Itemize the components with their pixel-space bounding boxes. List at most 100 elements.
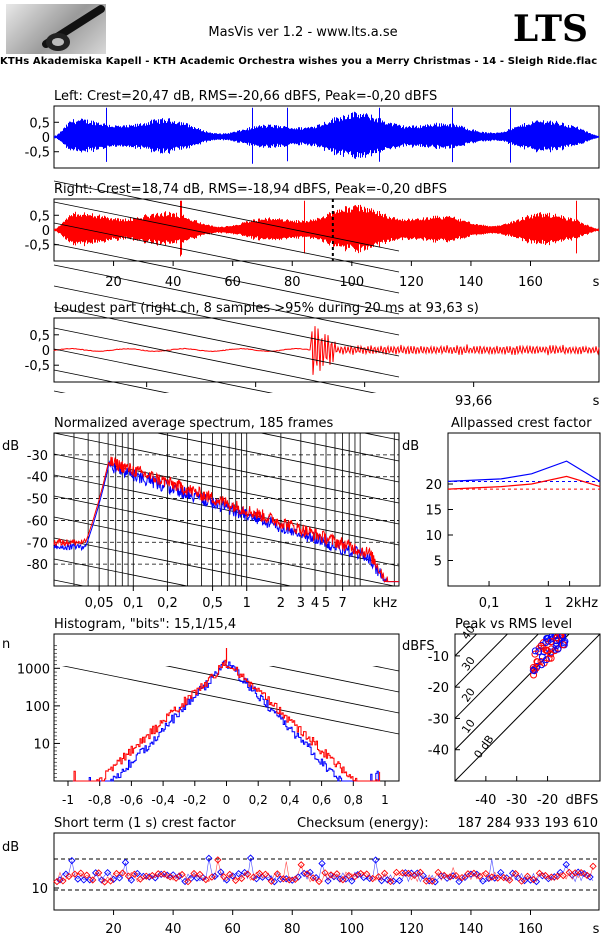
- xtick-label: 0,8: [344, 793, 363, 807]
- xtick-label: 0,2: [249, 793, 268, 807]
- series-allpass: [447, 475, 601, 490]
- xtick-label: 5: [322, 596, 330, 611]
- ytick-label: -50: [27, 493, 48, 508]
- crest-point: [363, 870, 371, 878]
- crest-point: [303, 870, 311, 878]
- xtick-label: 0,1: [123, 596, 144, 611]
- xtick-label: 140: [459, 275, 484, 290]
- xtick-label: 0,05: [85, 596, 114, 611]
- xtick-label: 4: [311, 596, 319, 611]
- xtick-label: -0,2: [183, 793, 206, 807]
- ytick-label: -0,5: [25, 146, 50, 161]
- xtick-label: 3: [297, 596, 305, 611]
- slope-line: [53, 474, 400, 546]
- ylabel: dBFS: [402, 639, 435, 654]
- ytick-label: 0: [42, 131, 50, 146]
- chart-title-spectrum-overlay: Normalized average spectrum, 185 frames: [54, 416, 333, 431]
- ytick-label: -0,5: [25, 239, 50, 254]
- scatter-point: [537, 642, 545, 650]
- ytick-label: 10: [31, 882, 48, 897]
- crest-point: [351, 873, 359, 881]
- diagonal-label: 20: [459, 686, 478, 705]
- ylabel: dB: [402, 439, 419, 454]
- series-waveform-right: [54, 200, 599, 257]
- xtick-label: -0,4: [151, 793, 174, 807]
- series-waveform-left: [54, 107, 599, 164]
- xtick-label: 20: [105, 275, 122, 290]
- xtick-label: 0,6: [312, 793, 331, 807]
- slope-line: [53, 264, 400, 336]
- ytick-label: -40: [428, 744, 449, 759]
- xtick-label: -0,6: [120, 793, 143, 807]
- scatter-point: [538, 653, 546, 661]
- xtick-label: 0: [223, 793, 231, 807]
- crest-point: [103, 869, 112, 877]
- crest-point: [220, 873, 228, 881]
- crest-point: [589, 862, 597, 870]
- crest-point: [488, 873, 496, 881]
- ylabel: dB: [2, 840, 19, 855]
- diagonals: [455, 634, 600, 781]
- crest-point: [243, 870, 252, 878]
- crest-point: [339, 876, 347, 884]
- crest-point: [476, 872, 484, 880]
- crest-point: [237, 874, 246, 883]
- scatter-point: [552, 642, 560, 650]
- crest-point: [291, 875, 299, 883]
- ytick-label: -0,5: [25, 359, 50, 374]
- series-allpass: [447, 460, 601, 482]
- xtick-label: 160: [518, 922, 543, 937]
- plot-frame-short-crest: [53, 832, 600, 911]
- crest-point: [166, 873, 174, 881]
- scatter-point: [545, 654, 553, 662]
- slope-line: [53, 243, 400, 315]
- crest-point: [583, 871, 591, 880]
- xtick-label: 1: [381, 793, 389, 807]
- brand-logo-text: LTS: [512, 8, 588, 50]
- xtick-label: 100: [339, 275, 364, 290]
- crest-point: [106, 877, 115, 885]
- crest-point: [506, 876, 514, 884]
- crest-point: [83, 871, 91, 879]
- app-title: MasVis ver 1.2 - www.lts.a.se: [208, 25, 398, 40]
- crest-point: [249, 873, 258, 881]
- crest-point: [479, 877, 487, 885]
- crest-point: [461, 873, 469, 882]
- crest-point: [255, 869, 264, 878]
- scatter-point: [547, 645, 555, 653]
- xtick-label: 93,66: [455, 394, 492, 409]
- crest-point: [369, 874, 377, 883]
- ytick-label: -20: [428, 681, 449, 696]
- chart-title-short-crest: Short term (1 s) crest factor: [54, 816, 236, 831]
- crest-point: [235, 870, 243, 878]
- series-loudest: [53, 326, 600, 375]
- slope-line: [53, 327, 400, 399]
- ytick-label: 0,5: [29, 209, 50, 224]
- crest-point: [190, 869, 198, 878]
- plot-frame-allpass: [447, 432, 601, 587]
- crest-point: [541, 871, 550, 880]
- slope-line: [53, 306, 400, 378]
- xunit-label: s: [593, 275, 600, 290]
- series-short-crest: [56, 859, 594, 883]
- scatter-point: [542, 646, 550, 654]
- crest-point: [62, 870, 70, 878]
- crest-point: [77, 869, 85, 877]
- slope-line: [53, 663, 400, 735]
- logo-image: [6, 4, 106, 54]
- plot-frame-spectrum: [53, 432, 400, 587]
- scatter-point: [529, 666, 537, 674]
- crest-point: [279, 875, 287, 883]
- mask: [53, 393, 400, 433]
- crest-point: [202, 875, 210, 884]
- xtick-label: 60: [224, 922, 241, 937]
- crest-point: [404, 869, 413, 878]
- crest-point: [151, 874, 159, 882]
- ytick-label: -80: [27, 558, 48, 573]
- crest-point: [586, 873, 594, 881]
- chart-title-histogram: Histogram, "bits": 15,1/15,4: [54, 617, 236, 632]
- crest-point: [309, 874, 317, 882]
- ytick-label: 0,5: [29, 329, 50, 344]
- ytick-label: 20: [425, 478, 442, 493]
